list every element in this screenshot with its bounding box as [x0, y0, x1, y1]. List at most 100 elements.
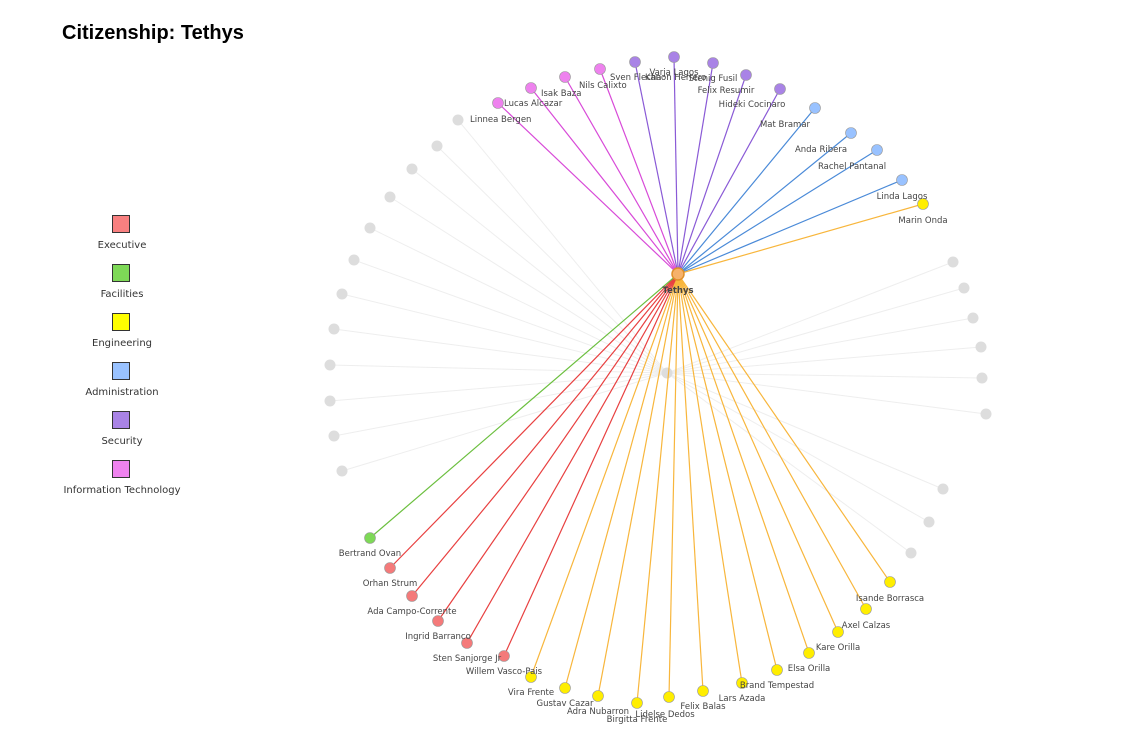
- node-vira-frente[interactable]: [525, 671, 537, 683]
- inactive-edge: [666, 346, 982, 374]
- node-orhan-strum[interactable]: [384, 562, 396, 574]
- label-linnea-bergen: Linnea Bergen: [470, 115, 531, 125]
- label-linda-lagos: Linda Lagos: [877, 192, 928, 202]
- edge-marin-onda: [677, 203, 924, 275]
- node-varja-lagos[interactable]: [668, 51, 680, 63]
- node-lars-azada[interactable]: [736, 677, 748, 689]
- inactive-edge: [436, 145, 668, 374]
- node-anda-ribera[interactable]: [845, 127, 857, 139]
- node-tethys[interactable]: [671, 267, 685, 281]
- edge-brand-tempestad: [677, 273, 778, 671]
- label-axel-calzas: Axel Calzas: [842, 621, 891, 631]
- node-hideki-cocinaro[interactable]: [774, 83, 786, 95]
- edge-adra-nubarron: [597, 273, 679, 697]
- node-birgitta-frente[interactable]: [631, 697, 643, 709]
- edges: [369, 56, 924, 704]
- legend-item-engineering: Engineering: [62, 313, 182, 353]
- edge-nils-calixto: [564, 76, 679, 275]
- legend-label: Information Technology: [63, 485, 181, 496]
- legend-label: Security: [101, 436, 143, 447]
- inactive-node: [661, 367, 673, 379]
- label-rachel-pantanal: Rachel Pantanal: [818, 162, 886, 172]
- edge-anda-ribera: [677, 132, 852, 275]
- label-kare-orilla: Kare Orilla: [816, 643, 860, 653]
- node-kare-orilla[interactable]: [832, 626, 844, 638]
- node-lidelse-dedos[interactable]: [663, 691, 675, 703]
- node-linda-lagos[interactable]: [896, 174, 908, 186]
- label-vira-frente: Vira Frente: [508, 688, 554, 698]
- inactive-node: [336, 465, 348, 477]
- label-sten-sanjorge-jr: Sten Sanjorge Jr: [433, 654, 502, 664]
- edge-lucas-alcazar: [497, 102, 679, 275]
- inactive-node: [958, 282, 970, 294]
- edge-isak-baza: [530, 87, 679, 275]
- edge-orhan-strum: [389, 273, 679, 569]
- inactive-edge: [666, 372, 987, 415]
- inactive-node: [324, 395, 336, 407]
- label-ada-campo-corrente: Ada Campo-Corrente: [367, 607, 456, 617]
- label-mat-bramar: Mat Bramar: [760, 120, 811, 130]
- node-stenig-fusil[interactable]: [707, 57, 719, 69]
- inactive-edge: [333, 372, 668, 437]
- legend-swatch-administration: [112, 362, 130, 380]
- node-brand-tempestad[interactable]: [771, 664, 783, 676]
- node-isande-borrasca[interactable]: [884, 576, 896, 588]
- node-sven-flecha[interactable]: [594, 63, 606, 75]
- label-tethys: Tethys: [662, 286, 693, 296]
- node-rachel-pantanal[interactable]: [871, 144, 883, 156]
- legend-swatch-engineering: [112, 313, 130, 331]
- node-ada-campo-corrente[interactable]: [406, 590, 418, 602]
- inactive-node: [336, 288, 348, 300]
- edge-felix-balas: [677, 273, 704, 692]
- inactive-node: [967, 312, 979, 324]
- inactive-edge: [666, 261, 954, 374]
- inactive-node: [923, 516, 935, 528]
- edge-stenig-fusil: [677, 62, 714, 275]
- edge-axel-calzas: [677, 273, 867, 610]
- inactive-node: [328, 430, 340, 442]
- label-birgitta-frente: Birgitta Frente: [607, 715, 668, 725]
- label-stenig-fusil: Stenig Fusil: [689, 74, 738, 84]
- edge-kare-orilla: [677, 273, 839, 633]
- node-elsa-orilla[interactable]: [803, 647, 815, 659]
- label-isande-borrasca: Isande Borrasca: [856, 594, 924, 604]
- inactive-node: [937, 483, 949, 495]
- inactive-edge: [353, 259, 668, 374]
- node-gustav-cazar[interactable]: [559, 682, 571, 694]
- node-sten-sanjorge-jr[interactable]: [461, 637, 473, 649]
- label-lars-azada: Lars Azada: [719, 694, 766, 704]
- node-nils-calixto[interactable]: [559, 71, 571, 83]
- node-ingrid-barranco[interactable]: [432, 615, 444, 627]
- label-ingrid-barranco: Ingrid Barranco: [405, 632, 471, 642]
- label-brand-tempestad: Brand Tempestad: [740, 681, 814, 691]
- node-kanon-herrero[interactable]: [629, 56, 641, 68]
- edge-willem-vasco-pais: [503, 273, 679, 657]
- legend-swatch-executive: [112, 215, 130, 233]
- inactive-edge: [329, 372, 668, 402]
- node-felix-balas[interactable]: [697, 685, 709, 697]
- node-linnea-bergen[interactable]: [452, 114, 464, 126]
- label-orhan-strum: Orhan Strum: [363, 579, 418, 589]
- edge-felix-resumir: [677, 74, 747, 275]
- node-felix-resumir[interactable]: [740, 69, 752, 81]
- inactive-nodes: [324, 140, 992, 559]
- label-kanon-herrero: Kanon Herrero: [645, 73, 706, 83]
- label-marin-onda: Marin Onda: [898, 216, 947, 226]
- node-marin-onda[interactable]: [917, 198, 929, 210]
- node-lucas-alcazar[interactable]: [492, 97, 504, 109]
- legend-label: Engineering: [92, 338, 152, 349]
- node-mat-bramar[interactable]: [809, 102, 821, 114]
- node-adra-nubarron[interactable]: [592, 690, 604, 702]
- inactive-node: [328, 323, 340, 335]
- label-lucas-alcazar: Lucas Alcazar: [504, 99, 563, 109]
- legend-label: Administration: [85, 387, 159, 398]
- edge-ingrid-barranco: [437, 273, 679, 622]
- node-axel-calzas[interactable]: [860, 603, 872, 615]
- node-willem-vasco-pais[interactable]: [498, 650, 510, 662]
- node-isak-baza[interactable]: [525, 82, 537, 94]
- nodes: [364, 51, 929, 709]
- node-bertrand-ovan[interactable]: [364, 532, 376, 544]
- label-willem-vasco-pais: Willem Vasco-Pais: [466, 667, 543, 677]
- edge-elsa-orilla: [677, 273, 810, 654]
